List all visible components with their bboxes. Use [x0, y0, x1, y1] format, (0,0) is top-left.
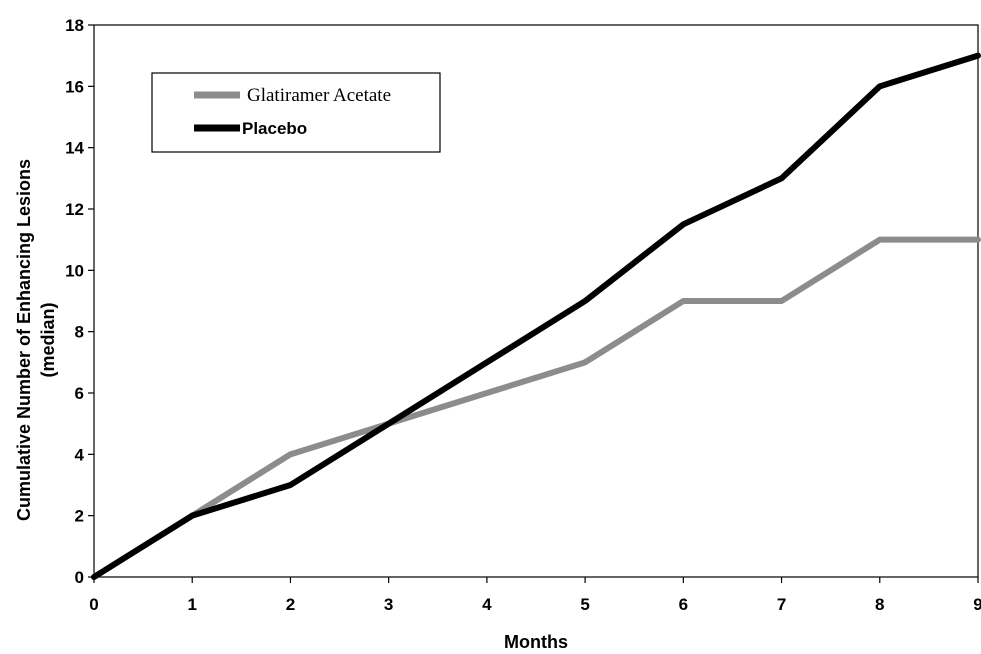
- legend-label-placebo: Placebo: [242, 119, 307, 138]
- y-axis-title-line-1: Cumulative Number of Enhancing Lesions: [14, 159, 34, 521]
- y-axis-ticks: 0 2 4 6 8 10 12 14 16 18: [65, 16, 94, 587]
- x-axis-title: Months: [504, 632, 568, 652]
- y-axis-title-line-2: (median): [38, 302, 58, 377]
- x-tick-label: 1: [187, 595, 196, 614]
- legend-label-glatiramer-acetate: Glatiramer Acetate: [247, 85, 391, 106]
- y-tick-label: 6: [75, 384, 84, 403]
- x-tick-label: 0: [89, 595, 98, 614]
- y-tick-label: 8: [75, 323, 84, 342]
- y-tick-label: 18: [65, 16, 84, 35]
- y-tick-label: 12: [65, 200, 84, 219]
- y-tick-label: 0: [75, 568, 84, 587]
- series-line-placebo: [91, 52, 981, 580]
- y-axis-title: Cumulative Number of Enhancing Lesions (…: [14, 159, 58, 521]
- y-tick-label: 14: [65, 139, 84, 158]
- x-tick-label: 6: [679, 595, 688, 614]
- x-tick-label: 3: [384, 595, 393, 614]
- x-tick-label: 4: [482, 595, 492, 614]
- x-tick-label: 7: [777, 595, 786, 614]
- y-tick-label: 2: [75, 507, 84, 526]
- x-tick-label: 2: [286, 595, 295, 614]
- legend: Glatiramer Acetate Placebo: [151, 72, 441, 153]
- legend-box: [151, 72, 441, 153]
- y-tick-label: 4: [75, 445, 85, 464]
- plot-area-frame: [93, 24, 979, 578]
- x-tick-label: 5: [580, 595, 589, 614]
- series-line-glatiramer-acetate: [91, 236, 981, 580]
- y-tick-label: 10: [65, 261, 84, 280]
- x-tick-label: 9: [973, 595, 981, 614]
- y-tick-label: 16: [65, 77, 84, 96]
- series-lines: [91, 52, 981, 580]
- x-axis-ticks: 0 1 2 3 4 5 6 7 8 9: [89, 577, 981, 614]
- x-tick-label: 8: [875, 595, 884, 614]
